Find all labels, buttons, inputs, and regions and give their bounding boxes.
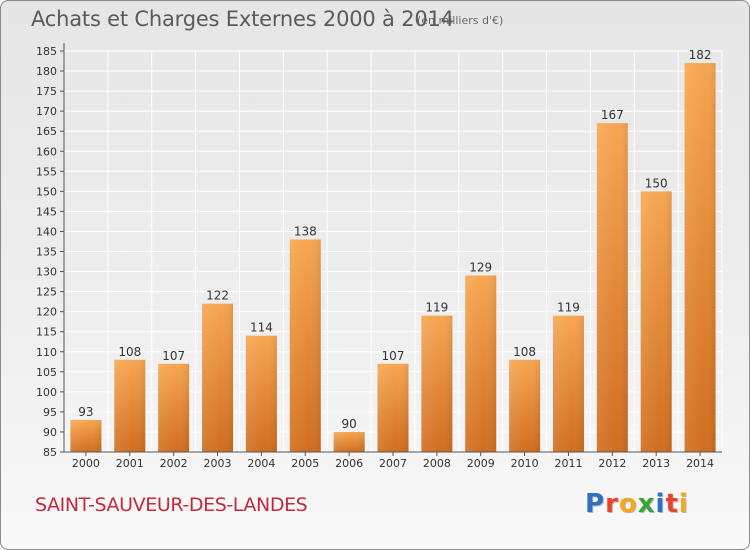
x-tick-label: 2001	[116, 457, 144, 470]
x-tick-label: 2011	[554, 457, 582, 470]
bar-shade	[114, 359, 146, 452]
data-label-2001: 108	[118, 345, 141, 359]
y-tick-label: 130	[36, 266, 57, 279]
axes: 85 90 95 100 105 110 115 120 125 130 135 140 145 150 1…	[36, 43, 722, 470]
y-tick-label: 120	[36, 306, 57, 319]
y-tick-label: 105	[36, 366, 57, 379]
logo-letter: o	[618, 489, 638, 519]
data-label-2011: 119	[557, 301, 580, 315]
data-label-2002: 107	[162, 349, 185, 363]
data-label-2006: 90	[341, 417, 356, 431]
bar-shade	[465, 275, 497, 452]
bar-shade	[70, 419, 102, 452]
bar-shade	[640, 191, 672, 452]
data-label-2009: 129	[469, 261, 492, 275]
bars	[70, 63, 716, 453]
bar-shade	[552, 315, 584, 452]
y-tick-label: 135	[36, 246, 57, 259]
bar-shade	[333, 431, 365, 452]
x-tick-label: 2007	[379, 457, 407, 470]
logo-letter: i	[678, 489, 689, 519]
x-tick-label: 2009	[467, 457, 495, 470]
bar-shade	[684, 63, 716, 452]
y-tick-label: 175	[36, 85, 57, 98]
bar-shade	[158, 363, 190, 452]
x-tick-label: 2006	[335, 457, 363, 470]
data-label-2007: 107	[382, 349, 405, 363]
y-tick-label: 90	[43, 426, 57, 439]
logo-letter: t	[665, 489, 679, 519]
proxiti-logo: Proxiti	[585, 489, 689, 519]
chart-title: Achats et Charges Externes 2000 à 2014	[31, 7, 454, 31]
bar-chart: 85 90 95 100 105 110 115 120 125 130 135 140 145 150 1…	[36, 43, 723, 470]
bar-shade	[377, 363, 409, 452]
y-tick-label: 170	[36, 105, 57, 118]
bar-shade	[421, 315, 453, 452]
data-label-2014: 182	[689, 48, 712, 62]
logo-letter: i	[655, 489, 666, 519]
bar-shade	[245, 335, 277, 452]
x-tick-label: 2014	[686, 457, 714, 470]
x-tick-label: 2013	[642, 457, 670, 470]
bar-shade	[289, 239, 321, 452]
y-tick-label: 100	[36, 386, 57, 399]
x-tick-label: 2002	[160, 457, 188, 470]
y-tick-label: 140	[36, 225, 57, 238]
x-tick-label: 2004	[247, 457, 275, 470]
bar-shade	[509, 359, 541, 452]
city-name: SAINT-SAUVEUR-DES-LANDES	[35, 494, 308, 516]
data-label-2010: 108	[513, 345, 536, 359]
data-label-2013: 150	[645, 176, 668, 190]
y-tick-label: 145	[36, 205, 57, 218]
x-tick-label: 2000	[72, 457, 100, 470]
bar-shade	[596, 123, 628, 453]
x-tick-label: 2005	[291, 457, 319, 470]
x-tick-label: 2008	[423, 457, 451, 470]
y-tick-label: 180	[36, 65, 57, 78]
y-tick-label: 95	[43, 406, 57, 419]
logo-letter: r	[605, 489, 619, 519]
x-tick-label: 2003	[204, 457, 232, 470]
x-tick-label: 2012	[598, 457, 626, 470]
x-tick-label: 2010	[511, 457, 539, 470]
data-label-2012: 167	[601, 108, 624, 122]
y-tick-label: 115	[36, 326, 57, 339]
data-label-2005: 138	[294, 224, 317, 238]
y-tick-label: 150	[36, 185, 57, 198]
unit-label: (en milliers d'€)	[417, 14, 504, 27]
y-tick-label: 185	[36, 45, 57, 58]
bar-shade	[202, 303, 234, 452]
data-label-2003: 122	[206, 289, 229, 303]
y-tick-label: 110	[36, 346, 57, 359]
data-labels: 93 108 107 122 114 138 90 107 119 129 108 119 167 150…	[78, 48, 711, 431]
logo-letter: P	[585, 489, 606, 519]
y-tick-label: 155	[36, 165, 57, 178]
y-tick-label: 160	[36, 145, 57, 158]
y-tick-label: 165	[36, 125, 57, 138]
data-label-2008: 119	[425, 301, 448, 315]
data-label-2004: 114	[250, 321, 273, 335]
logo-letter: x	[637, 489, 656, 519]
y-tick-label: 85	[43, 446, 57, 459]
y-tick-label: 125	[36, 286, 57, 299]
data-label-2000: 93	[78, 405, 93, 419]
